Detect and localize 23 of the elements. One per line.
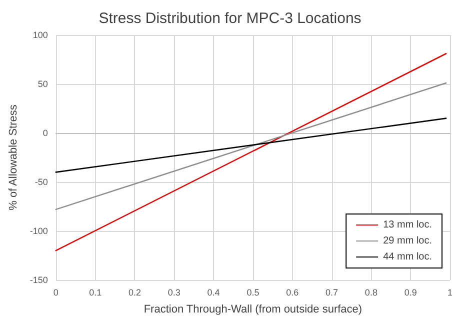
x-tick-label: 0 <box>53 288 58 298</box>
x-tick-label: 1 <box>447 288 453 298</box>
y-tick-label: 0 <box>42 128 48 138</box>
x-tick-label: 0.1 <box>89 288 102 298</box>
x-tick-label: 0.4 <box>207 288 220 298</box>
y-axis-title: % of Allowable Stress <box>8 104 20 210</box>
legend-label: 13 mm loc. <box>383 220 432 230</box>
x-tick-label: 0.5 <box>246 288 260 298</box>
legend-label: 44 mm loc. <box>383 252 432 262</box>
x-tick-label: 0.3 <box>168 288 180 298</box>
x-axis-title: Fraction Through-Wall (from outside surface) <box>144 304 362 316</box>
legend-label: 29 mm loc. <box>383 236 432 246</box>
x-tick-label: 0.7 <box>326 288 338 298</box>
x-tick-label: 0.6 <box>286 288 299 298</box>
y-tick-label: 100 <box>32 30 48 40</box>
y-tick-label: -100 <box>30 226 48 236</box>
y-tick-label: -50 <box>34 177 48 187</box>
x-tick-label: 0.8 <box>364 288 378 298</box>
x-tick-label: 0.2 <box>128 288 141 298</box>
y-tick-label: -150 <box>30 275 48 285</box>
chart-title: Stress Distribution for MPC-3 Locations <box>98 10 362 27</box>
x-tick-label: 0.9 <box>404 288 417 298</box>
y-tick-label: 50 <box>38 79 48 89</box>
